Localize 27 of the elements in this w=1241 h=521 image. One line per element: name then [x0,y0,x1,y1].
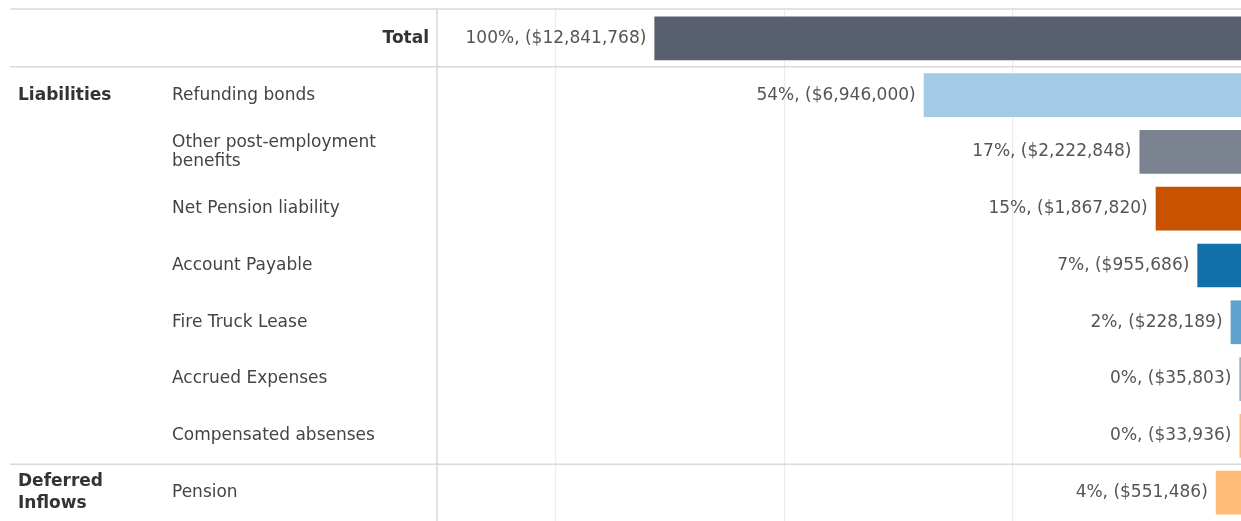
y-tick-label: Other post-employment benefits [172,130,377,170]
y-tick-label: Refunding bonds [172,83,316,104]
bar [923,73,1241,118]
data-label: 17%, ($2,222,848) [972,140,1132,161]
bar [1230,300,1241,345]
bar [654,16,1241,61]
data-label: 54%, ($6,946,000) [756,83,916,104]
data-label: 100%, ($12,841,768) [465,26,647,47]
bar [1215,470,1241,515]
text: Deferred Inflows [18,470,104,513]
data-label: 7%, ($955,686) [1057,253,1190,274]
data-label: 15%, ($1,867,820) [988,197,1148,218]
bar [1139,130,1241,174]
y-tick-label: Total [382,26,429,47]
data-label: 0%, ($33,936) [1110,424,1232,445]
y-tick-label: Compensated absenses [172,424,376,445]
bar [1155,186,1241,231]
y-tick-label: Net Pension liability [172,197,340,218]
y-tick-label: Pension [172,481,238,502]
data-label: 4%, ($551,486) [1075,481,1208,502]
y-tick-label: Accrued Expenses [172,367,328,388]
y-tick-label: Account Payable [172,253,313,274]
data-label: 0%, ($35,803) [1110,367,1232,388]
y-tick-label: Fire Truck Lease [172,310,308,331]
text: Liabilities [18,83,112,104]
bar [1197,243,1241,288]
data-label: 2%, ($228,189) [1090,310,1223,331]
